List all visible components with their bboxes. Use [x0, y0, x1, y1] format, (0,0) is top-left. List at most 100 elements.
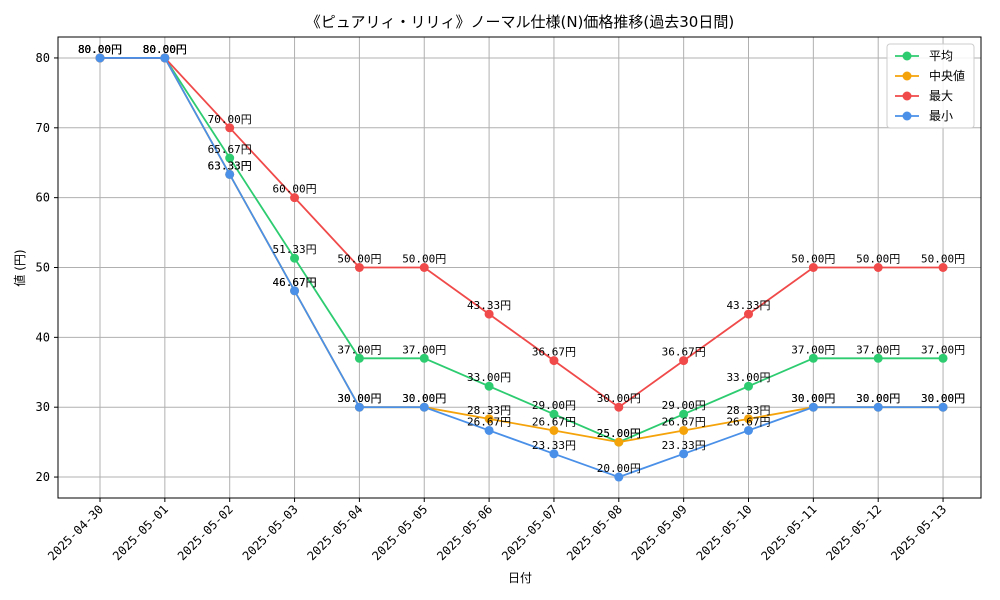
data-point	[419, 353, 429, 363]
data-label: 80.00円	[78, 43, 122, 56]
data-label: 28.33円	[467, 404, 511, 417]
x-tick-label: 2025-05-07	[499, 502, 560, 563]
x-tick-label: 2025-05-13	[888, 502, 949, 563]
data-point	[744, 381, 753, 391]
series-最小	[95, 53, 948, 482]
legend-item: 最大	[895, 89, 953, 103]
chart-title: 《ピュアリィ・リリィ》ノーマル仕様(N)価格推移(過去30日間)	[306, 13, 734, 31]
data-point	[354, 402, 364, 412]
data-label: 36.67円	[662, 346, 706, 359]
data-point	[484, 425, 494, 435]
data-label: 65.67円	[208, 143, 252, 156]
data-label: 30.00円	[337, 392, 381, 405]
data-point	[290, 286, 300, 296]
data-label: 30.00円	[791, 392, 835, 405]
data-point	[808, 402, 818, 412]
data-point	[873, 353, 883, 363]
data-label: 37.00円	[337, 343, 381, 356]
data-point	[614, 472, 624, 482]
data-point	[290, 193, 300, 203]
y-tick-label: 80	[36, 51, 50, 65]
data-label: 50.00円	[402, 253, 446, 266]
data-label: 37.00円	[921, 343, 965, 356]
legend-marker	[902, 71, 912, 81]
data-label: 43.33円	[726, 299, 770, 312]
data-point	[938, 263, 948, 272]
y-tick-label: 60	[36, 191, 50, 205]
y-tick-label: 30	[36, 400, 50, 414]
data-label: 30.00円	[402, 392, 446, 405]
y-tick-label: 20	[36, 470, 50, 484]
data-point	[614, 402, 624, 412]
x-tick-label: 2025-05-08	[564, 502, 625, 563]
y-tick-label: 50	[36, 261, 50, 275]
data-point	[679, 425, 689, 435]
data-label: 26.67円	[467, 415, 511, 428]
data-label: 33.00円	[467, 371, 511, 384]
y-axis-label: 値 (円)	[12, 249, 27, 286]
data-label: 33.00円	[726, 371, 770, 384]
data-point	[549, 449, 559, 459]
data-label: 23.33円	[532, 439, 576, 452]
data-label: 30.00円	[402, 392, 446, 405]
data-label: 29.00円	[662, 399, 706, 412]
data-point	[744, 414, 753, 424]
data-point	[549, 409, 559, 419]
x-tick-label: 2025-05-06	[434, 502, 495, 563]
y-tick-label: 40	[36, 330, 50, 344]
data-label: 30.00円	[337, 392, 381, 405]
data-point	[679, 356, 689, 366]
x-tick-label: 2025-05-04	[305, 502, 366, 563]
x-tick-label: 2025-04-30	[45, 502, 106, 563]
data-point	[808, 263, 818, 272]
data-point	[679, 409, 689, 419]
data-point	[419, 263, 429, 272]
data-label: 23.33円	[662, 439, 706, 452]
data-point	[938, 402, 948, 412]
data-point	[354, 263, 364, 272]
data-point	[160, 53, 170, 63]
legend-label: 最大	[929, 89, 953, 103]
data-point	[484, 381, 494, 391]
data-label: 60.00円	[272, 183, 316, 196]
legend-item: 中央値	[895, 68, 965, 83]
data-label: 26.67円	[726, 415, 770, 428]
data-label: 80.00円	[78, 43, 122, 56]
data-label: 30.00円	[856, 392, 900, 405]
data-point	[614, 437, 624, 447]
data-point	[873, 402, 883, 412]
data-label: 51.33円	[272, 243, 316, 256]
series-line	[100, 57, 944, 444]
data-label: 80.00円	[143, 43, 187, 56]
data-label: 46.67円	[272, 276, 316, 289]
legend-label: 最小	[929, 109, 953, 123]
data-label: 30.00円	[921, 392, 965, 405]
x-tick-label: 2025-05-03	[240, 502, 301, 563]
data-label: 70.00円	[208, 113, 252, 126]
data-point	[354, 353, 364, 363]
legend-marker	[902, 111, 912, 121]
data-point	[808, 353, 818, 363]
y-axis-ticks: 20 30 40 50 60 70 80	[36, 51, 58, 484]
x-tick-label: 2025-05-10	[694, 502, 755, 563]
data-point	[549, 425, 559, 435]
data-point	[938, 353, 948, 363]
data-label: 80.00円	[78, 43, 122, 56]
data-label: 37.00円	[402, 343, 446, 356]
legend-marker	[902, 51, 912, 61]
x-tick-label: 2025-05-09	[629, 502, 690, 563]
data-label: 37.00円	[791, 343, 835, 356]
data-point	[744, 309, 753, 319]
legend-label: 平均	[929, 49, 953, 63]
legend-box	[886, 43, 975, 129]
data-label: 29.00円	[532, 399, 576, 412]
data-point	[679, 449, 689, 459]
series-最大	[95, 53, 948, 412]
data-label: 80.00円	[143, 43, 187, 56]
x-axis-ticks: 2025-04-30 2025-05-01 2025-05-02 2025-05-03…	[45, 498, 949, 563]
data-point	[225, 153, 235, 163]
data-label: 30.00円	[791, 392, 835, 405]
